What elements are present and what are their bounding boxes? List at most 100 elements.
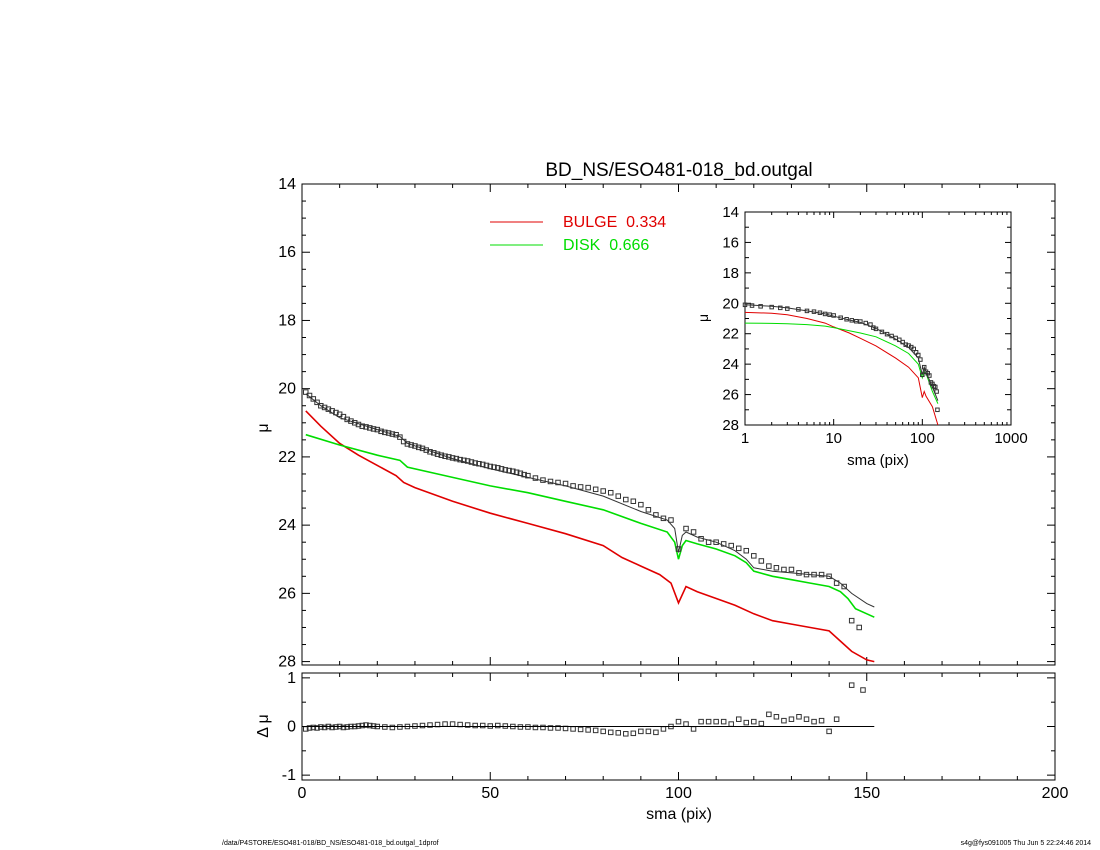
inset-data-point — [863, 320, 868, 326]
main-data-point — [758, 558, 765, 564]
inset-data-point — [935, 407, 940, 413]
residual-y-tick-label: -1 — [282, 767, 296, 784]
inset-y-axis-label: μ — [695, 314, 711, 322]
inset-plot-frame — [744, 211, 1012, 426]
main-data-point — [811, 571, 817, 578]
residual-x-tick-label: 100 — [665, 785, 692, 802]
residual-x-axis-label: sma (pix) — [646, 806, 712, 823]
residual-residual-point — [758, 720, 765, 727]
inset-plot-panel: 1 10 100 1000 14 16 18 20 22 24 26 28 sma (pix) μ — [695, 204, 1028, 469]
inset-data-point — [933, 384, 938, 390]
main-data-point — [698, 536, 704, 542]
main-data-point — [735, 545, 742, 552]
legend-disk-label: DISK 0.666 — [563, 237, 649, 254]
main-data-point — [453, 455, 460, 462]
residual-residual-point — [743, 719, 750, 726]
main-data-point — [818, 571, 825, 578]
inset-data-point — [804, 308, 810, 314]
inset-data-point — [822, 311, 828, 317]
residual-residual-point — [321, 724, 328, 731]
inset-x-tick-label: 1000 — [994, 430, 1027, 447]
main-data-point — [506, 467, 512, 474]
inset-data-point — [769, 304, 774, 310]
residual-x-tick-label: 0 — [298, 785, 307, 802]
residual-residual-point — [683, 721, 689, 727]
main-data-point — [645, 507, 652, 513]
inset-data-point — [900, 339, 905, 345]
residual-residual-point — [340, 724, 347, 731]
inset-x-tick-label: 10 — [825, 430, 842, 447]
main-data-point — [461, 457, 467, 464]
residual-residual-point — [811, 718, 817, 725]
residual-x-tick-label: 50 — [481, 785, 499, 802]
main-data-point — [848, 617, 855, 624]
residual-residual-point — [314, 725, 320, 731]
main-data-point — [355, 421, 362, 428]
main-data-point — [570, 483, 576, 489]
main-data-point — [442, 453, 448, 459]
residual-residual-point — [495, 722, 501, 729]
main-data-point — [476, 460, 482, 467]
residual-residual-point — [623, 731, 629, 737]
main-data-point — [363, 424, 369, 430]
footer-timestamp: s4g@fys091005 Thu Jun 5 22:24:46 2014 — [960, 840, 1091, 847]
main-y-tick-label: 22 — [278, 449, 296, 466]
residual-residual-point — [615, 730, 622, 736]
main-data-point — [306, 392, 313, 399]
main-y-tick-label: 28 — [278, 654, 296, 671]
inset-y-tick-label: 26 — [722, 387, 739, 404]
main-data-point — [607, 489, 614, 496]
main-title: BD_NS/ESO481-018_bd.outgal — [545, 160, 812, 181]
main-data-point — [404, 441, 411, 447]
residual-residual-point — [442, 721, 448, 727]
residual-x-tick-label: 200 — [1042, 785, 1069, 802]
inset-data-point — [934, 389, 939, 394]
main-total-line — [305, 393, 875, 608]
residual-residual-point — [367, 722, 373, 729]
main-data-point — [382, 429, 388, 436]
main-data-point — [438, 452, 445, 458]
main-data-point — [728, 542, 734, 549]
main-data-point — [419, 445, 426, 452]
inset-data-point — [897, 337, 902, 343]
main-data-point — [495, 465, 501, 471]
residual-residual-point — [735, 716, 742, 722]
main-data-point — [592, 486, 599, 493]
main-data-point — [431, 450, 437, 456]
main-data-point — [329, 408, 335, 414]
residual-residual-point — [826, 728, 832, 735]
residual-residual-point — [796, 714, 802, 720]
main-data-point — [513, 469, 520, 476]
main-data-point — [517, 470, 524, 477]
residual-residual-point — [585, 727, 591, 733]
inset-bulge-line — [744, 311, 939, 426]
main-data-point — [468, 459, 475, 465]
main-data-point — [427, 449, 433, 455]
main-data-point — [521, 471, 527, 478]
inset-disk-line — [744, 322, 939, 404]
main-data-point — [555, 479, 561, 486]
inset-data-point — [921, 364, 927, 370]
residual-residual-point — [653, 729, 659, 736]
residual-residual-point — [479, 722, 486, 729]
main-data-point — [457, 456, 463, 463]
main-data-point — [412, 443, 418, 449]
residual-residual-point — [788, 716, 795, 722]
main-data-point — [303, 389, 309, 395]
residual-residual-point — [363, 722, 369, 728]
main-data-point — [547, 478, 554, 485]
main-data-point — [367, 425, 373, 431]
residual-residual-point — [713, 718, 719, 725]
main-data-point — [446, 454, 452, 460]
main-data-point — [630, 498, 637, 505]
residual-residual-point — [607, 729, 614, 736]
inset-y-tick-label: 14 — [722, 204, 739, 221]
main-data-point — [660, 515, 667, 522]
inset-x-axis-label: sma (pix) — [847, 452, 909, 469]
inset-data-point — [838, 315, 843, 320]
main-data-point — [668, 517, 674, 523]
residual-residual-point — [547, 725, 554, 731]
main-y-tick-label: 14 — [278, 176, 296, 193]
inset-data-point — [854, 318, 859, 324]
inset-y-tick-label: 24 — [722, 356, 739, 373]
